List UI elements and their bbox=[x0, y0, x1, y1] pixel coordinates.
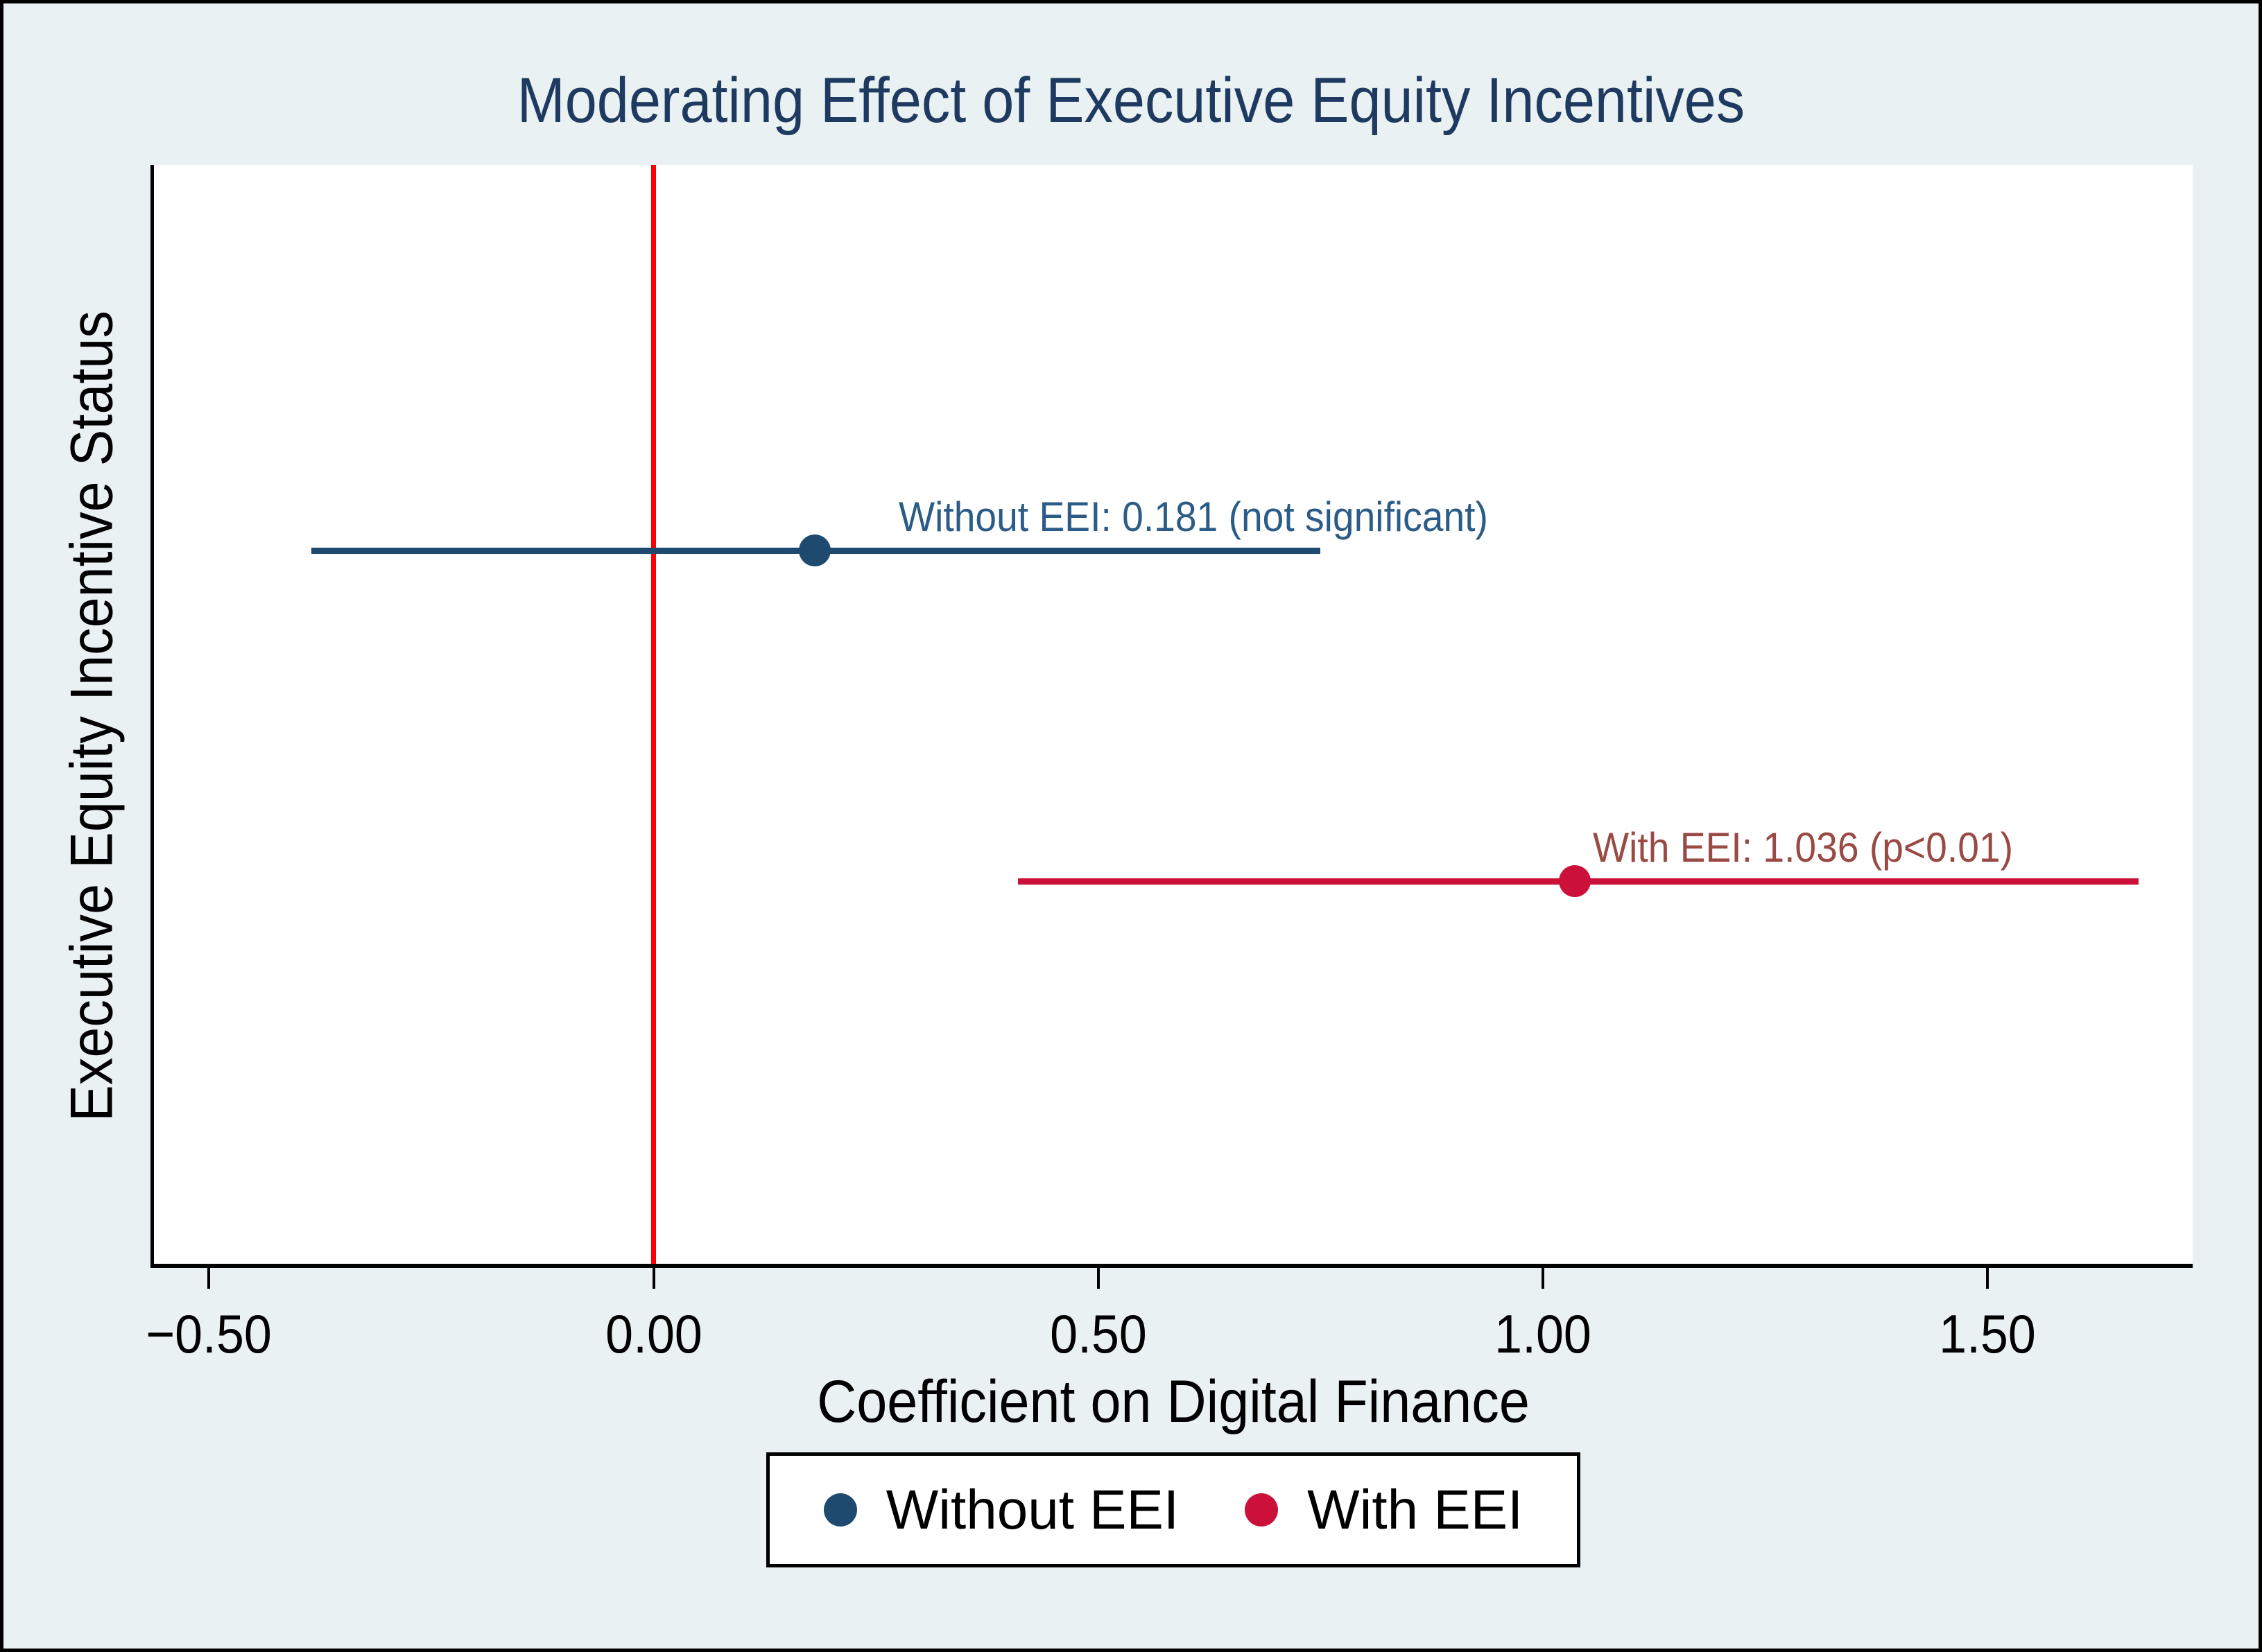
series-annotation: Without EEI: 0.181 (not significant) bbox=[899, 494, 1489, 541]
legend-swatch-with-eei-icon bbox=[1245, 1493, 1279, 1527]
legend-label: Without EEI bbox=[886, 1479, 1180, 1540]
x-axis-label: Coefficient on Digital Finance bbox=[817, 1368, 1530, 1435]
legend-swatch-without-eei-icon bbox=[823, 1493, 857, 1527]
x-axis-tick bbox=[1096, 1268, 1100, 1289]
point-estimate-marker bbox=[1558, 865, 1591, 898]
series-annotation: With EEI: 1.036 (p<0.01) bbox=[1592, 824, 2013, 871]
x-axis-tick-label: 1.50 bbox=[1938, 1303, 2036, 1364]
legend: Without EEI With EEI bbox=[154, 1452, 2193, 1567]
plot-area: −0.50 0.00 0.50 1.00 1.50 Without EEI: 0.181 … bbox=[146, 165, 2193, 1364]
legend-box: Without EEI With EEI bbox=[766, 1452, 1581, 1567]
x-axis-tick-label: 0.00 bbox=[605, 1303, 702, 1364]
x-axis-tick bbox=[652, 1268, 655, 1289]
x-axis-tick bbox=[1985, 1268, 1989, 1289]
zero-reference-line bbox=[651, 165, 657, 1264]
x-axis-tick bbox=[207, 1268, 211, 1289]
point-estimate-marker bbox=[798, 534, 831, 567]
x-axis-tick-label: 0.50 bbox=[1049, 1303, 1147, 1364]
y-axis-label: Executive Equity Incentive Status bbox=[58, 311, 126, 1122]
legend-item-with-eei: With EEI bbox=[1245, 1478, 1523, 1542]
x-axis-tick bbox=[1541, 1268, 1544, 1289]
legend-item-without-eei: Without EEI bbox=[823, 1478, 1180, 1542]
chart-title: Moderating Effect of Executive Equity In… bbox=[517, 65, 1745, 136]
x-axis-tick-label: −0.50 bbox=[146, 1303, 273, 1364]
x-axis-tick-label: 1.00 bbox=[1494, 1303, 1591, 1364]
legend-label: With EEI bbox=[1307, 1479, 1523, 1540]
